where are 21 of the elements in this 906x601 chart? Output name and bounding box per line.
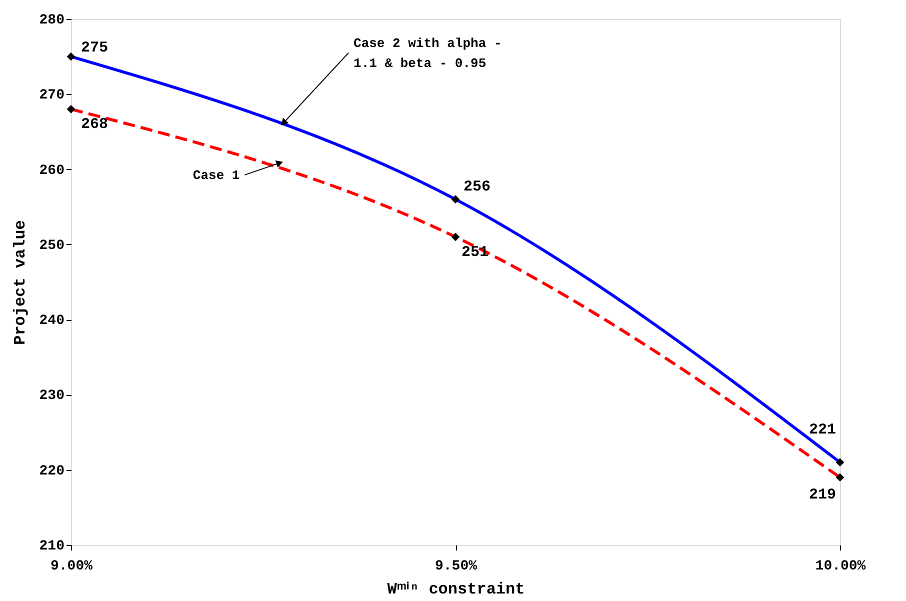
y-tick-label: 250 xyxy=(39,238,64,254)
data-label: 221 xyxy=(808,421,836,438)
y-tick-label: 270 xyxy=(39,88,64,104)
y-tick-label: 230 xyxy=(39,388,64,404)
data-label: 268 xyxy=(81,116,108,134)
data-label: 251 xyxy=(462,244,489,261)
annotation: Case 1 xyxy=(192,168,240,183)
y-tick-label: 240 xyxy=(39,313,64,330)
y-tick-label: 260 xyxy=(39,162,64,179)
x-tick-label: 10.00% xyxy=(815,558,866,574)
annotation: Case 2 with alpha - 1.1 & beta - 0.95 xyxy=(354,36,502,71)
data-label: 256 xyxy=(464,178,491,196)
y-tick-label: 280 xyxy=(39,12,64,28)
y-tick-label: 210 xyxy=(39,538,64,554)
y-axis-title: Project value xyxy=(11,220,30,345)
y-tick-label: 220 xyxy=(39,463,64,480)
x-axis-title: Wᵐⁱⁿ constraint xyxy=(387,580,525,598)
x-tick-label: 9.50% xyxy=(434,558,478,574)
data-label: 275 xyxy=(81,40,108,57)
x-tick-label: 9.00% xyxy=(50,558,94,574)
data-label: 219 xyxy=(808,486,836,504)
